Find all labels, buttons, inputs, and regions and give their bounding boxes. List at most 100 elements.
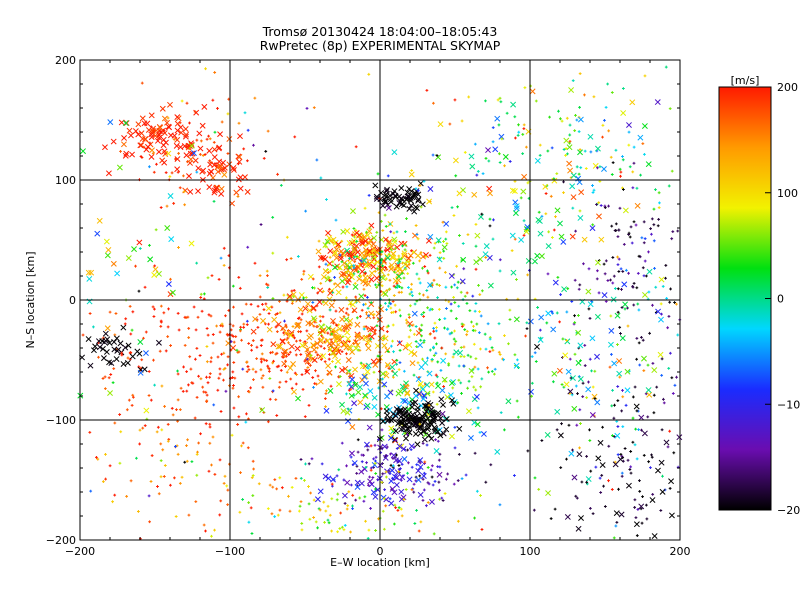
- plus-marker: [667, 184, 671, 188]
- cross-marker: [341, 324, 348, 331]
- cross-marker: [474, 421, 481, 428]
- plus-marker: [614, 524, 618, 528]
- plus-marker: [453, 329, 456, 333]
- plus-marker: [464, 473, 468, 477]
- cross-marker: [611, 360, 618, 367]
- plus-marker: [373, 332, 377, 336]
- cross-marker: [332, 249, 339, 256]
- plus-marker: [352, 393, 356, 397]
- plus-marker: [88, 431, 92, 434]
- cross-marker: [408, 413, 414, 420]
- plus-marker: [149, 125, 153, 129]
- plus-marker: [623, 447, 627, 450]
- plus-marker: [422, 471, 426, 475]
- plus-marker: [356, 438, 360, 442]
- plus-marker: [345, 275, 349, 279]
- plus-marker: [245, 323, 249, 326]
- plus-marker: [97, 355, 100, 359]
- plus-marker: [426, 271, 430, 275]
- cross-marker: [422, 411, 429, 418]
- plus-marker: [649, 227, 653, 230]
- cross-marker: [281, 360, 288, 367]
- cross-marker: [417, 380, 424, 387]
- plus-marker: [422, 315, 426, 318]
- plus-marker: [185, 370, 189, 374]
- plus-marker: [354, 145, 358, 149]
- cross-marker: [216, 158, 223, 165]
- plus-marker: [151, 151, 155, 155]
- plus-marker: [166, 325, 170, 329]
- cross-marker: [575, 329, 582, 336]
- plus-marker: [195, 346, 199, 350]
- plus-marker: [589, 150, 593, 154]
- plus-marker: [160, 428, 164, 432]
- plus-marker: [147, 370, 151, 373]
- plus-marker: [433, 241, 437, 245]
- plus-marker: [247, 520, 251, 524]
- plus-marker: [352, 272, 356, 276]
- cross-marker: [333, 333, 340, 340]
- plus-marker: [316, 325, 320, 328]
- cross-marker: [618, 511, 625, 518]
- plus-marker: [549, 194, 553, 198]
- plus-marker: [128, 305, 132, 308]
- plus-marker: [136, 510, 140, 513]
- plus-marker: [599, 204, 603, 207]
- plus-marker: [440, 346, 444, 350]
- cross-marker: [325, 362, 332, 369]
- plus-marker: [617, 270, 621, 273]
- plus-marker: [317, 239, 321, 243]
- cross-marker: [577, 149, 583, 156]
- plus-marker: [163, 464, 167, 467]
- plus-marker: [642, 369, 646, 373]
- plus-marker: [143, 122, 147, 126]
- cross-marker: [123, 120, 130, 127]
- plus-marker: [281, 355, 285, 359]
- plus-marker: [319, 281, 323, 285]
- plus-marker: [498, 503, 502, 507]
- plus-marker: [671, 392, 675, 395]
- cross-marker: [297, 306, 304, 313]
- plus-marker: [88, 312, 92, 315]
- plus-marker: [207, 134, 210, 138]
- plus-marker: [272, 359, 275, 363]
- x-tick-label: 0: [377, 545, 384, 558]
- cross-marker: [385, 205, 392, 211]
- plus-marker: [579, 166, 583, 170]
- plus-marker: [375, 324, 379, 328]
- plus-marker: [120, 351, 124, 355]
- plus-marker: [651, 492, 655, 496]
- plus-marker: [312, 324, 316, 328]
- cross-marker: [642, 291, 648, 298]
- plus-marker: [178, 186, 182, 190]
- plus-marker: [319, 344, 323, 348]
- plus-marker: [439, 369, 443, 372]
- plus-marker: [545, 321, 549, 325]
- plus-marker: [397, 506, 401, 510]
- plus-marker: [640, 428, 643, 432]
- plus-marker: [632, 220, 636, 224]
- plus-marker: [627, 233, 631, 236]
- plus-marker: [211, 98, 215, 102]
- plus-marker: [620, 474, 624, 478]
- plus-marker: [430, 475, 434, 479]
- plus-marker: [474, 267, 478, 271]
- plus-marker: [259, 338, 263, 342]
- cross-marker: [658, 459, 665, 466]
- plus-marker: [385, 288, 389, 292]
- cross-marker: [104, 252, 111, 259]
- plus-marker: [614, 148, 618, 152]
- cross-marker: [94, 230, 101, 237]
- plus-marker: [372, 370, 376, 374]
- plus-marker: [380, 480, 384, 484]
- plus-marker: [647, 290, 651, 294]
- cross-marker: [513, 205, 520, 212]
- plus-marker: [442, 385, 445, 388]
- cross-marker: [601, 166, 607, 172]
- plus-marker: [566, 287, 570, 290]
- plus-marker: [410, 488, 414, 492]
- cross-marker: [614, 432, 621, 439]
- plus-marker: [244, 420, 248, 424]
- plus-marker: [437, 480, 441, 484]
- plus-marker: [395, 453, 398, 457]
